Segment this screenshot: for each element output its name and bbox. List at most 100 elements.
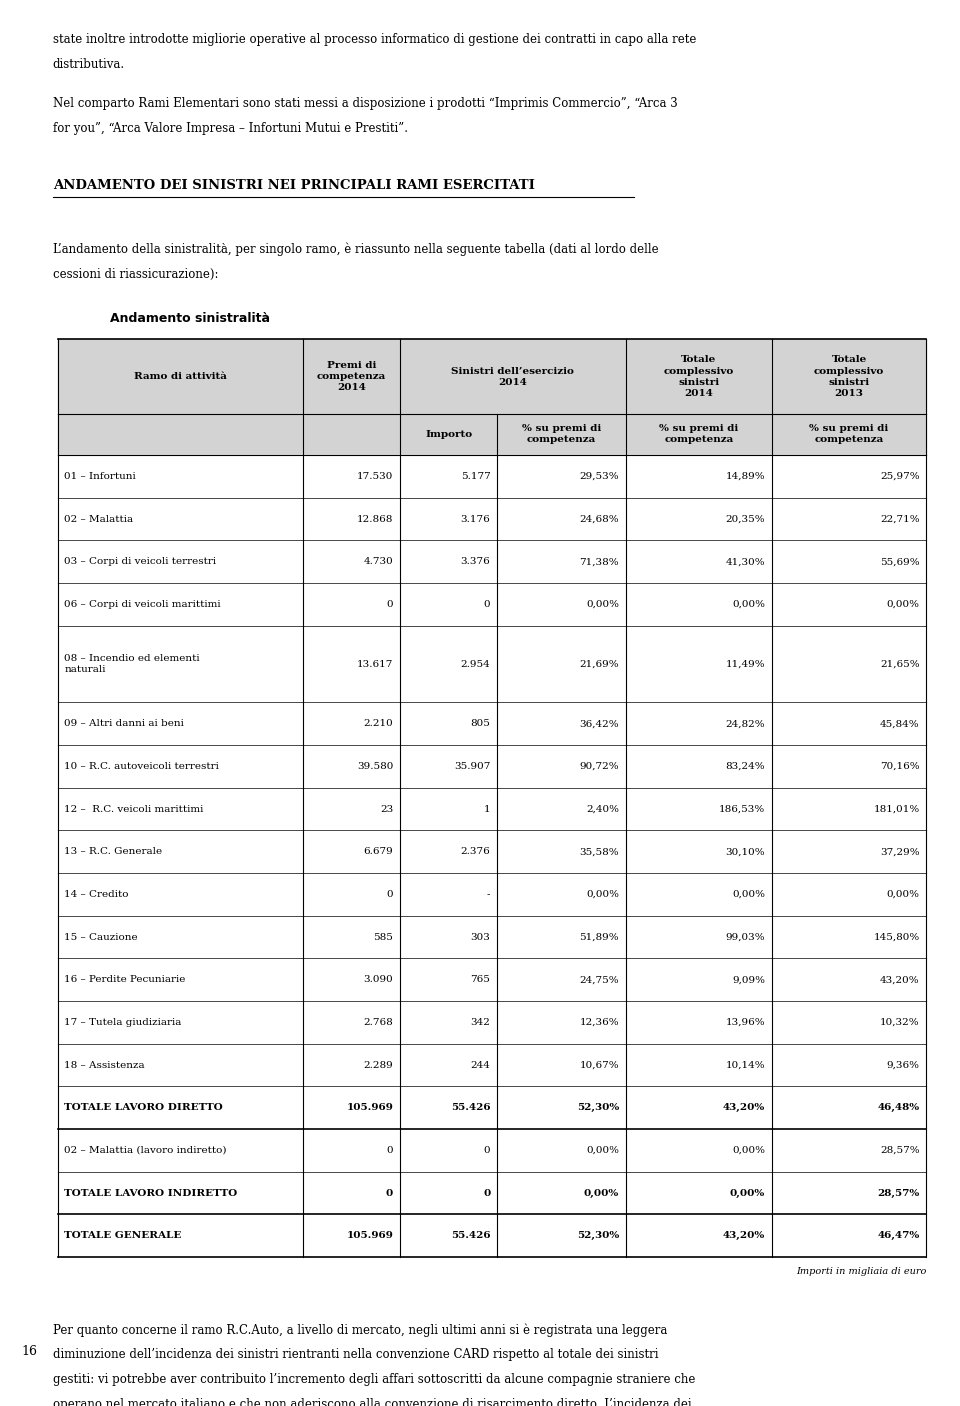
Text: 0,00%: 0,00% <box>586 890 619 898</box>
Text: 37,29%: 37,29% <box>880 848 920 856</box>
Text: 3.376: 3.376 <box>461 557 491 567</box>
Text: 14,89%: 14,89% <box>726 472 765 481</box>
Text: Importo: Importo <box>425 430 472 439</box>
Text: 0: 0 <box>386 1188 394 1198</box>
Text: 43,20%: 43,20% <box>723 1232 765 1240</box>
Text: 99,03%: 99,03% <box>726 932 765 942</box>
Text: 11,49%: 11,49% <box>726 659 765 669</box>
Text: diminuzione dell’incidenza dei sinistri rientranti nella convenzione CARD rispet: diminuzione dell’incidenza dei sinistri … <box>53 1348 659 1361</box>
Text: 2,40%: 2,40% <box>586 804 619 814</box>
Text: % su premi di
competenza: % su premi di competenza <box>522 425 601 444</box>
Text: 244: 244 <box>470 1060 491 1070</box>
Text: 9,36%: 9,36% <box>887 1060 920 1070</box>
Text: 0,00%: 0,00% <box>584 1188 619 1198</box>
Text: 46,48%: 46,48% <box>877 1104 920 1112</box>
Text: 585: 585 <box>373 932 394 942</box>
Text: 08 – Incendio ed elementi
naturali: 08 – Incendio ed elementi naturali <box>64 654 200 673</box>
Text: 24,75%: 24,75% <box>580 976 619 984</box>
Text: distributiva.: distributiva. <box>53 58 125 70</box>
Text: 46,47%: 46,47% <box>877 1232 920 1240</box>
Text: Per quanto concerne il ramo R.C.Auto, a livello di mercato, negli ultimi anni si: Per quanto concerne il ramo R.C.Auto, a … <box>53 1323 667 1337</box>
Text: 02 – Malattia: 02 – Malattia <box>64 515 133 523</box>
Text: 51,89%: 51,89% <box>580 932 619 942</box>
Text: 17.530: 17.530 <box>357 472 394 481</box>
Text: 17 – Tutela giudiziaria: 17 – Tutela giudiziaria <box>64 1018 181 1026</box>
Text: 16: 16 <box>21 1346 37 1358</box>
Text: 52,30%: 52,30% <box>577 1104 619 1112</box>
Text: 342: 342 <box>470 1018 491 1026</box>
Text: 0,00%: 0,00% <box>732 600 765 609</box>
Text: Totale
complessivo
sinistri
2014: Totale complessivo sinistri 2014 <box>663 356 733 398</box>
Text: 24,82%: 24,82% <box>726 720 765 728</box>
Text: 01 – Infortuni: 01 – Infortuni <box>64 472 136 481</box>
Text: 39.580: 39.580 <box>357 762 394 770</box>
Text: 303: 303 <box>470 932 491 942</box>
Text: -: - <box>487 890 491 898</box>
Text: 30,10%: 30,10% <box>726 848 765 856</box>
Text: ANDAMENTO DEI SINISTRI NEI PRINCIPALI RAMI ESERCITATI: ANDAMENTO DEI SINISTRI NEI PRINCIPALI RA… <box>53 179 535 193</box>
Text: 15 – Cauzione: 15 – Cauzione <box>64 932 138 942</box>
Text: 10,32%: 10,32% <box>880 1018 920 1026</box>
Text: for you”, “Arca Valore Impresa – Infortuni Mutui e Prestiti”.: for you”, “Arca Valore Impresa – Infortu… <box>53 122 408 135</box>
Text: 6.679: 6.679 <box>364 848 394 856</box>
Text: Premi di
competenza
2014: Premi di competenza 2014 <box>317 361 386 392</box>
Text: 43,20%: 43,20% <box>880 976 920 984</box>
Text: 0: 0 <box>387 1146 394 1154</box>
Text: 2.289: 2.289 <box>364 1060 394 1070</box>
Text: 28,57%: 28,57% <box>877 1188 920 1198</box>
Text: Importi in migliaia di euro: Importi in migliaia di euro <box>796 1267 926 1275</box>
Text: Sinistri dell’esercizio
2014: Sinistri dell’esercizio 2014 <box>451 367 574 387</box>
Text: 0: 0 <box>484 600 491 609</box>
Text: 10 – R.C. autoveicoli terrestri: 10 – R.C. autoveicoli terrestri <box>64 762 219 770</box>
Text: cessioni di riassicurazione):: cessioni di riassicurazione): <box>53 267 218 281</box>
Text: 181,01%: 181,01% <box>874 804 920 814</box>
Text: 03 – Corpi di veicoli terrestri: 03 – Corpi di veicoli terrestri <box>64 557 216 567</box>
Text: L’andamento della sinistralità, per singolo ramo, è riassunto nella seguente tab: L’andamento della sinistralità, per sing… <box>53 243 659 256</box>
Text: Totale
complessivo
sinistri
2013: Totale complessivo sinistri 2013 <box>814 356 884 398</box>
Text: 2.210: 2.210 <box>364 720 394 728</box>
Text: 52,30%: 52,30% <box>577 1232 619 1240</box>
Text: 2.376: 2.376 <box>461 848 491 856</box>
Text: 55,69%: 55,69% <box>880 557 920 567</box>
Text: 10,67%: 10,67% <box>580 1060 619 1070</box>
Text: 23: 23 <box>380 804 394 814</box>
Text: 22,71%: 22,71% <box>880 515 920 523</box>
Text: 71,38%: 71,38% <box>580 557 619 567</box>
Text: Andamento sinistralità: Andamento sinistralità <box>110 312 271 325</box>
Text: 83,24%: 83,24% <box>726 762 765 770</box>
Text: 13 – R.C. Generale: 13 – R.C. Generale <box>64 848 162 856</box>
Text: 35,58%: 35,58% <box>580 848 619 856</box>
Text: 5.177: 5.177 <box>461 472 491 481</box>
Text: 21,69%: 21,69% <box>580 659 619 669</box>
Text: 1: 1 <box>484 804 491 814</box>
Text: 43,20%: 43,20% <box>723 1104 765 1112</box>
Text: 12 –  R.C. veicoli marittimi: 12 – R.C. veicoli marittimi <box>64 804 204 814</box>
Text: 12.868: 12.868 <box>357 515 394 523</box>
Text: 4.730: 4.730 <box>364 557 394 567</box>
Text: 10,14%: 10,14% <box>726 1060 765 1070</box>
Text: 145,80%: 145,80% <box>874 932 920 942</box>
Text: % su premi di
competenza: % su premi di competenza <box>809 425 889 444</box>
Text: % su premi di
competenza: % su premi di competenza <box>660 425 738 444</box>
Text: 3.090: 3.090 <box>364 976 394 984</box>
Text: 41,30%: 41,30% <box>726 557 765 567</box>
Text: 105.969: 105.969 <box>347 1104 394 1112</box>
Text: gestiti: vi potrebbe aver contribuito l’incremento degli affari sottoscritti da : gestiti: vi potrebbe aver contribuito l’… <box>53 1372 695 1386</box>
Text: 20,35%: 20,35% <box>726 515 765 523</box>
Text: 0,00%: 0,00% <box>732 1146 765 1154</box>
Text: 2.954: 2.954 <box>461 659 491 669</box>
Text: TOTALE GENERALE: TOTALE GENERALE <box>64 1232 181 1240</box>
Text: 28,57%: 28,57% <box>880 1146 920 1154</box>
Text: operano nel mercato italiano e che non aderiscono alla convenzione di risarcimen: operano nel mercato italiano e che non a… <box>53 1398 691 1406</box>
Text: 16 – Perdite Pecuniarie: 16 – Perdite Pecuniarie <box>64 976 185 984</box>
Text: 02 – Malattia (lavoro indiretto): 02 – Malattia (lavoro indiretto) <box>64 1146 227 1154</box>
Text: state inoltre introdotte migliorie operative al processo informatico di gestione: state inoltre introdotte migliorie opera… <box>53 32 696 46</box>
Text: 0,00%: 0,00% <box>732 890 765 898</box>
Text: 186,53%: 186,53% <box>719 804 765 814</box>
Text: 70,16%: 70,16% <box>880 762 920 770</box>
Text: 18 – Assistenza: 18 – Assistenza <box>64 1060 145 1070</box>
Text: 06 – Corpi di veicoli marittimi: 06 – Corpi di veicoli marittimi <box>64 600 221 609</box>
Text: TOTALE LAVORO INDIRETTO: TOTALE LAVORO INDIRETTO <box>64 1188 237 1198</box>
Text: 55.426: 55.426 <box>451 1104 491 1112</box>
Text: TOTALE LAVORO DIRETTO: TOTALE LAVORO DIRETTO <box>64 1104 223 1112</box>
